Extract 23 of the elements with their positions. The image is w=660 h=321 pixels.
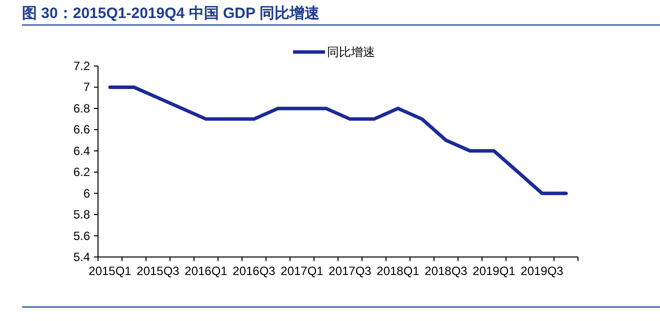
x-tick-label: 2017Q1 — [280, 264, 324, 278]
y-tick-label: 7 — [83, 80, 90, 94]
x-tick-label: 2018Q3 — [424, 264, 468, 278]
y-tick-label: 7.2 — [73, 59, 90, 73]
x-tick-label: 2016Q3 — [232, 264, 276, 278]
x-tick-label: 2019Q3 — [520, 264, 564, 278]
x-tick-label: 2019Q1 — [472, 264, 516, 278]
y-tick-label: 6.2 — [73, 165, 90, 180]
y-tick-label: 6.4 — [73, 144, 90, 158]
y-tick-label: 5.4 — [73, 250, 90, 264]
x-tick-label: 2018Q1 — [376, 264, 420, 278]
line-series — [108, 85, 568, 196]
x-tick-label: 2015Q3 — [136, 264, 180, 278]
y-tick-label: 6 — [83, 186, 90, 200]
y-tick-label: 5.6 — [73, 228, 90, 243]
chart-title: 图 30：2015Q1-2019Q4 中国 GDP 同比增速 — [22, 5, 320, 22]
legend-label: 同比增速 — [327, 45, 375, 59]
y-tick-label: 6.8 — [73, 101, 90, 116]
x-tick-label: 2016Q1 — [184, 264, 228, 278]
x-tick-label: 2015Q1 — [88, 264, 132, 278]
x-tick-label: 2017Q3 — [328, 264, 372, 278]
y-tick-label: 6.6 — [73, 122, 90, 137]
y-tick-label: 5.8 — [73, 208, 90, 222]
